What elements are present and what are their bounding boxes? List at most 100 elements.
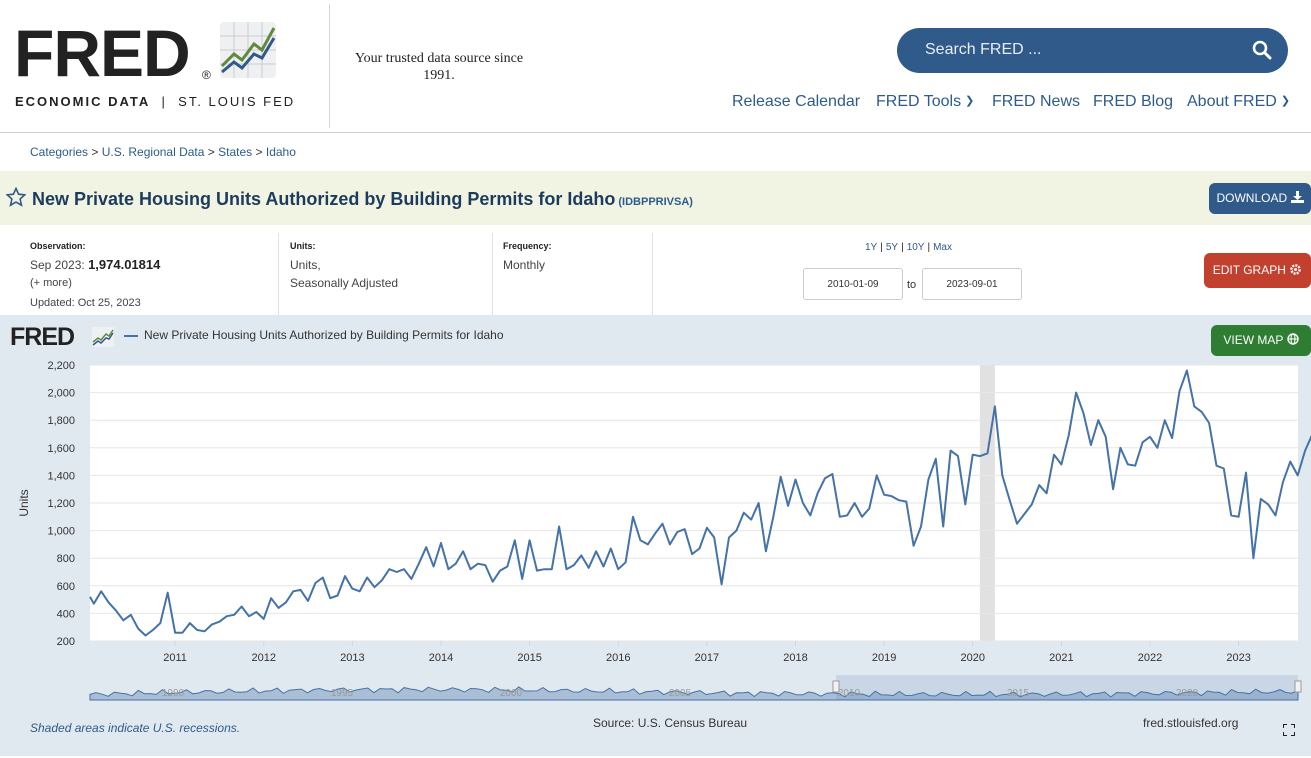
y-tick-label: 1,400	[47, 470, 75, 482]
star-icon[interactable]	[6, 187, 26, 207]
x-tick-label: 2022	[1138, 652, 1162, 664]
download-icon	[1290, 191, 1304, 203]
nav-fred-news[interactable]: FRED News	[992, 93, 1081, 110]
navigator-label: 2005	[669, 688, 692, 699]
page-title: New Private Housing Units Authorized by …	[32, 189, 693, 209]
logo-registered-mark: ®	[202, 68, 211, 82]
y-tick-label: 2,000	[47, 388, 75, 400]
more-link[interactable]: (+ more)	[30, 277, 72, 289]
y-tick-label: 800	[57, 553, 75, 565]
navigator-handle[interactable]	[832, 680, 840, 693]
nav-release-calendar[interactable]: Release Calendar	[732, 93, 861, 110]
units-value: Units, Seasonally Adjusted	[290, 258, 399, 290]
navigator-series	[89, 686, 1299, 701]
series-id: (IDBPPRIVSA)	[618, 196, 693, 208]
series-meta: Observation: Sep 2023: 1,974.01814 (+ mo…	[0, 225, 1311, 315]
series-title-bar: New Private Housing Units Authorized by …	[0, 171, 1311, 225]
navigator-label: 1995	[331, 688, 354, 699]
site-header: FRED ® ECONOMIC DATA | ST. LOUIS FED You…	[0, 0, 1311, 133]
edit-graph-button[interactable]: EDIT GRAPH	[1204, 253, 1311, 288]
navigator-label: 2015	[1007, 688, 1030, 699]
fullscreen-icon[interactable]	[1283, 724, 1295, 736]
breadcrumb-regional[interactable]: U.S. Regional Data	[101, 145, 205, 159]
y-tick-label: 600	[57, 581, 75, 593]
observation-value: Sep 2023: 1,974.01814 (+ more) Updated: …	[30, 256, 278, 312]
range-1y[interactable]: 1Y	[865, 242, 878, 253]
range-max[interactable]: Max	[933, 242, 952, 253]
date-to-label: to	[907, 279, 917, 291]
chart-source[interactable]: Source: U.S. Census Bureau	[593, 716, 748, 730]
navigator-label: 1990	[162, 688, 185, 699]
chart-fred-logo: FRED	[10, 323, 75, 351]
x-tick-label: 2016	[606, 652, 630, 664]
gear-icon	[1290, 264, 1302, 275]
frequency-label: Frequency:	[503, 241, 552, 251]
search-input[interactable]	[925, 38, 1235, 62]
legend-swatch	[124, 334, 138, 337]
header-divider	[329, 4, 330, 128]
observation-col: Observation: Sep 2023: 1,974.01814 (+ mo…	[30, 233, 279, 315]
chart-logo-icon	[92, 327, 114, 347]
navigator-label: 2000	[500, 688, 523, 699]
frequency-col: Frequency: Monthly	[503, 233, 653, 315]
search-icon[interactable]	[1252, 40, 1272, 60]
nav-fred-blog[interactable]: FRED Blog	[1093, 93, 1174, 110]
nav-fred-tools[interactable]: FRED Tools ❯	[876, 93, 975, 110]
y-tick-label: 1,800	[47, 415, 75, 427]
search-bar	[897, 28, 1288, 73]
x-tick-label: 2019	[872, 652, 896, 664]
range-10y[interactable]: 10Y	[906, 242, 925, 253]
x-tick-label: 2021	[1049, 652, 1073, 664]
y-tick-label: 1,000	[47, 526, 75, 538]
chart-legend[interactable]: New Private Housing Units Authorized by …	[124, 328, 504, 342]
series-line[interactable]	[89, 369, 1311, 637]
tagline: Your trusted data source since 1991.	[354, 51, 524, 83]
date-from-input[interactable]	[803, 268, 903, 300]
navigator-selection[interactable]	[836, 675, 1298, 700]
logo-wordmark: FRED	[14, 16, 191, 90]
y-tick-label: 1,200	[47, 498, 75, 510]
x-tick-label: 2011	[163, 652, 187, 664]
chevron-down-icon: ❯	[1280, 95, 1291, 107]
navigator-label: 2020	[1176, 688, 1199, 699]
chart-site[interactable]: fred.stlouisfed.org	[1143, 716, 1239, 730]
range-selector: 1Y | 5Y | 10Y | Max	[865, 242, 952, 253]
line-chart[interactable]: 200 400 600 800 1,000 1,200 1,400 1,600 1,800 2,0…	[0, 315, 1311, 756]
breadcrumb: Categories > U.S. Regional Data > States…	[30, 145, 296, 159]
logo-chart-icon	[220, 22, 276, 78]
breadcrumb-categories[interactable]: Categories	[30, 145, 89, 159]
y-tick-label: 400	[57, 608, 75, 620]
x-tick-label: 2015	[517, 652, 541, 664]
x-tick-label: 2020	[960, 652, 984, 664]
y-tick-label: 200	[57, 636, 75, 648]
x-tick-label: 2017	[695, 652, 719, 664]
recession-note[interactable]: Shaded areas indicate U.S. recessions.	[30, 721, 241, 735]
updated-date: Updated: Oct 25, 2023	[30, 297, 141, 309]
y-axis-label: Units	[17, 489, 31, 516]
chart-area: 200 400 600 800 1,000 1,200 1,400 1,600 1,800 2,0…	[0, 315, 1311, 756]
range-5y[interactable]: 5Y	[885, 242, 899, 253]
units-label: Units:	[290, 241, 316, 251]
date-to-input[interactable]	[922, 268, 1022, 300]
x-tick-label: 2018	[783, 652, 807, 664]
y-tick-label: 2,200	[47, 360, 75, 372]
observation-label: Observation:	[30, 241, 86, 251]
download-button[interactable]: DOWNLOAD	[1209, 183, 1311, 214]
navigator-handle[interactable]	[1294, 680, 1302, 693]
chevron-down-icon: ❯	[965, 95, 975, 107]
frequency-value: Monthly	[503, 258, 546, 272]
units-col: Units: Units, Seasonally Adjusted	[290, 233, 493, 315]
x-tick-label: 2023	[1226, 652, 1250, 664]
x-tick-label: 2012	[251, 652, 275, 664]
breadcrumb-states[interactable]: States	[218, 145, 253, 159]
nav-about-fred[interactable]: About FRED ❯	[1187, 93, 1291, 110]
navigator-label: 2010	[838, 688, 861, 699]
view-map-button[interactable]: VIEW MAP	[1211, 325, 1311, 356]
globe-icon	[1286, 333, 1299, 345]
logo-subtitle: ECONOMIC DATA | ST. LOUIS FED	[15, 94, 296, 109]
breadcrumb-idaho[interactable]: Idaho	[265, 145, 296, 159]
y-tick-label: 1,600	[47, 443, 75, 455]
x-tick-label: 2014	[429, 652, 453, 664]
fred-logo[interactable]: FRED ® ECONOMIC DATA | ST. LOUIS FED	[14, 16, 293, 112]
x-tick-label: 2013	[340, 652, 364, 664]
